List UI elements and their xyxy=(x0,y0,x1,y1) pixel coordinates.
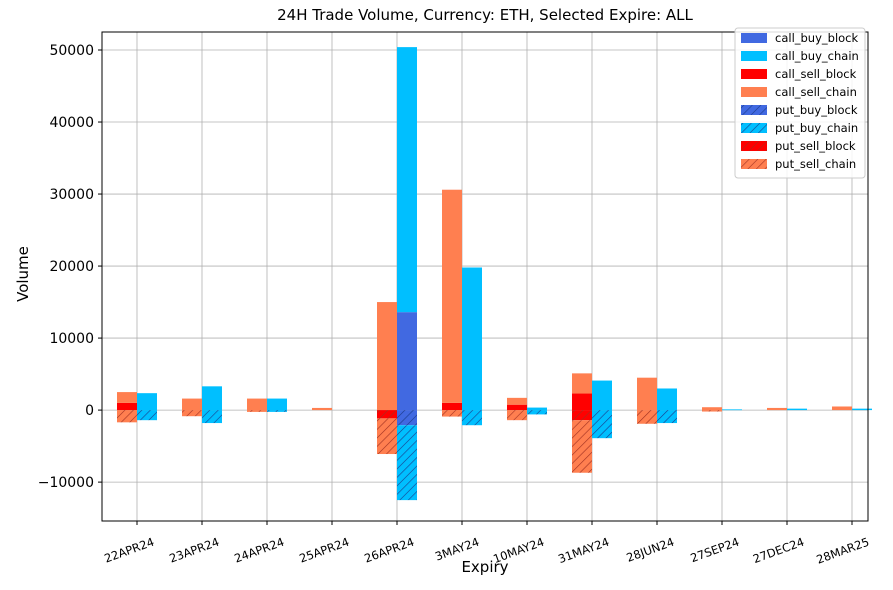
bar-call-sell-block xyxy=(117,402,137,411)
bar-put-sell-block xyxy=(572,410,592,421)
bar-call-sell-chain xyxy=(312,407,332,411)
x-axis-label: Expiry xyxy=(461,558,508,576)
legend-label: put_buy_block xyxy=(775,103,858,117)
y-tick-label: −10000 xyxy=(38,475,94,491)
bar-call-sell-chain xyxy=(767,407,787,411)
bar-put-sell-block xyxy=(377,410,397,419)
bar-call-buy-chain xyxy=(267,398,287,411)
bar-put-sell-chain xyxy=(572,420,592,473)
legend-swatch xyxy=(741,123,767,133)
bar-put-sell-chain xyxy=(182,410,202,417)
legend-swatch xyxy=(741,87,767,97)
bar-call-sell-chain xyxy=(182,398,202,411)
bar-call-sell-chain xyxy=(247,398,267,411)
legend: call_buy_block call_buy_chain call_sell_bl… xyxy=(734,27,866,179)
bar-put-buy-chain xyxy=(657,410,677,424)
bar-put-buy-chain xyxy=(137,410,157,421)
bar-put-sell-chain xyxy=(117,410,137,423)
bar-call-buy-chain xyxy=(852,408,872,411)
bar-put-sell-chain xyxy=(247,410,267,412)
x-tick-label: 28JUN24 xyxy=(625,535,676,565)
bar-put-buy-chain xyxy=(267,410,287,412)
legend-label: call_sell_chain xyxy=(775,85,857,99)
x-tick-label: 26APR24 xyxy=(362,535,416,566)
bar-put-sell-chain xyxy=(637,410,657,424)
bar-call-sell-chain xyxy=(117,392,137,403)
chart-title: 24H Trade Volume, Currency: ETH, Selecte… xyxy=(277,6,693,24)
bar-call-sell-block xyxy=(572,393,592,411)
legend-swatch xyxy=(741,159,767,169)
x-tick-label: 23APR24 xyxy=(167,535,221,566)
bar-call-sell-chain xyxy=(572,373,592,394)
bar-put-sell-chain xyxy=(442,410,462,417)
legend-swatch xyxy=(741,105,767,115)
bar-call-sell-block xyxy=(442,402,462,411)
bar-put-buy-chain xyxy=(397,425,417,501)
bar-call-sell-chain xyxy=(637,377,657,411)
x-tick-label: 25APR24 xyxy=(297,535,351,566)
bar-call-buy-chain xyxy=(787,408,807,411)
bar-put-buy-chain xyxy=(592,410,612,439)
bar-call-buy-chain xyxy=(592,380,612,411)
legend-label: call_buy_block xyxy=(775,31,859,45)
legend-swatch xyxy=(741,69,767,79)
bar-call-buy-chain xyxy=(527,407,547,411)
legend-swatch xyxy=(741,51,767,61)
bar-call-buy-chain xyxy=(137,393,157,411)
bars xyxy=(117,47,872,501)
x-tick-label: 31MAY24 xyxy=(556,535,611,566)
bar-call-buy-chain xyxy=(462,267,482,411)
bar-put-buy-chain xyxy=(462,410,482,426)
bar-put-sell-chain xyxy=(377,418,397,455)
x-tick-label: 22APR24 xyxy=(102,535,156,566)
y-axis-label: Volume xyxy=(14,246,32,302)
bar-call-sell-chain xyxy=(442,189,462,403)
x-tick-label: 27SEP24 xyxy=(689,535,742,566)
plot-frame xyxy=(101,31,869,522)
x-tick-label: 28MAR25 xyxy=(815,535,872,567)
x-tick-label: 24APR24 xyxy=(232,535,286,566)
x-tick-label: 27DEC24 xyxy=(751,535,806,566)
y-tick-label: 10000 xyxy=(49,331,94,347)
legend-label: put_sell_chain xyxy=(775,157,856,171)
bar-put-buy-chain xyxy=(527,410,547,415)
bar-call-buy-chain xyxy=(722,409,742,411)
legend-label: put_buy_chain xyxy=(775,121,858,135)
legend-swatch xyxy=(741,141,767,151)
bar-call-buy-chain xyxy=(657,388,677,411)
bar-put-buy-chain xyxy=(202,410,222,424)
bar-call-sell-chain xyxy=(832,406,852,411)
y-tick-label: 50000 xyxy=(49,43,94,59)
bar-call-sell-block xyxy=(507,404,527,411)
y-tick-label: 40000 xyxy=(49,115,94,131)
y-tick-label: 0 xyxy=(85,403,94,419)
legend-swatch xyxy=(741,33,767,43)
bar-put-sell-chain xyxy=(507,410,527,421)
bar-call-sell-chain xyxy=(702,407,722,411)
y-axis-ticks: −10000 0 10000 20000 30000 40000 50000 xyxy=(38,43,102,491)
bar-put-sell-chain xyxy=(702,410,722,412)
bar-put-buy-block xyxy=(397,410,417,426)
bar-call-sell-chain xyxy=(377,302,397,411)
bar-call-sell-chain xyxy=(507,397,527,405)
bar-call-buy-chain xyxy=(397,47,417,313)
y-tick-label: 30000 xyxy=(49,187,94,203)
bar-call-buy-block xyxy=(397,312,417,411)
legend-label: call_buy_chain xyxy=(775,49,859,63)
legend-label: call_sell_block xyxy=(775,67,857,81)
legend-box xyxy=(734,27,866,179)
bar-call-buy-chain xyxy=(202,386,222,411)
y-tick-label: 20000 xyxy=(49,259,94,275)
legend-label: put_sell_block xyxy=(775,139,856,153)
